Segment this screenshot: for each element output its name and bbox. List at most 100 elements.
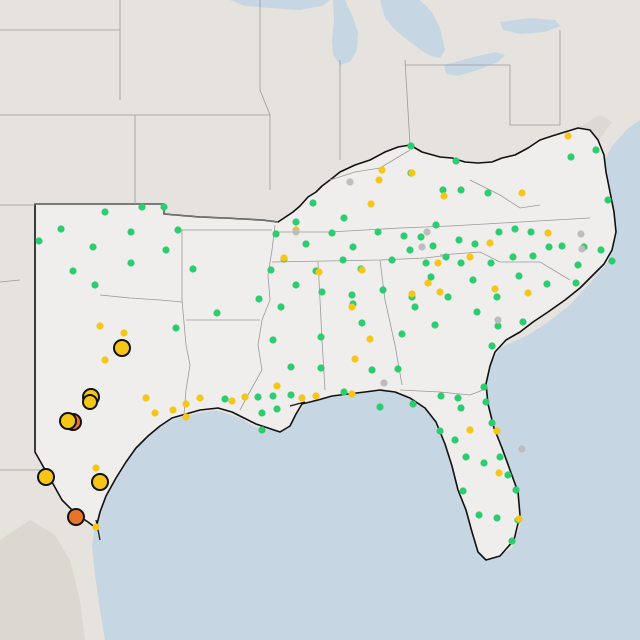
green-site-marker[interactable]: [452, 157, 460, 165]
yellow-site-marker[interactable]: [298, 394, 306, 402]
green-site-marker[interactable]: [172, 324, 180, 332]
yellow-site-marker[interactable]: [515, 515, 523, 523]
yellow-site-marker[interactable]: [169, 406, 177, 414]
yellow-site-marker[interactable]: [120, 329, 128, 337]
green-site-marker[interactable]: [437, 392, 445, 400]
yellow-site-marker[interactable]: [92, 464, 100, 472]
yellow-site-marker[interactable]: [491, 285, 499, 293]
yellow-event-marker[interactable]: [82, 394, 98, 410]
green-site-marker[interactable]: [515, 272, 523, 280]
green-site-marker[interactable]: [258, 409, 266, 417]
yellow-site-marker[interactable]: [495, 469, 503, 477]
green-site-marker[interactable]: [292, 218, 300, 226]
yellow-site-marker[interactable]: [151, 409, 159, 417]
green-site-marker[interactable]: [273, 405, 281, 413]
green-site-marker[interactable]: [340, 388, 348, 396]
green-site-marker[interactable]: [258, 426, 266, 434]
green-site-marker[interactable]: [459, 487, 467, 495]
green-site-marker[interactable]: [57, 225, 65, 233]
green-site-marker[interactable]: [309, 199, 317, 207]
green-site-marker[interactable]: [348, 291, 356, 299]
green-site-marker[interactable]: [254, 393, 262, 401]
gray-site-marker[interactable]: [518, 445, 526, 453]
yellow-site-marker[interactable]: [564, 132, 572, 140]
green-site-marker[interactable]: [160, 203, 168, 211]
green-site-marker[interactable]: [488, 342, 496, 350]
green-site-marker[interactable]: [292, 281, 300, 289]
green-site-marker[interactable]: [455, 236, 463, 244]
green-site-marker[interactable]: [567, 153, 575, 161]
yellow-site-marker[interactable]: [408, 169, 416, 177]
green-site-marker[interactable]: [475, 511, 483, 519]
green-site-marker[interactable]: [493, 514, 501, 522]
yellow-site-marker[interactable]: [228, 397, 236, 405]
yellow-site-marker[interactable]: [101, 356, 109, 364]
green-site-marker[interactable]: [509, 253, 517, 261]
yellow-site-marker[interactable]: [524, 289, 532, 297]
yellow-site-marker[interactable]: [182, 400, 190, 408]
yellow-event-marker[interactable]: [37, 468, 55, 486]
yellow-site-marker[interactable]: [466, 253, 474, 261]
green-site-marker[interactable]: [69, 267, 77, 275]
green-site-marker[interactable]: [545, 243, 553, 251]
gray-site-marker[interactable]: [380, 379, 388, 387]
green-site-marker[interactable]: [318, 288, 326, 296]
green-site-marker[interactable]: [349, 243, 357, 251]
green-site-marker[interactable]: [572, 279, 580, 287]
green-site-marker[interactable]: [512, 486, 520, 494]
yellow-site-marker[interactable]: [358, 266, 366, 274]
green-site-marker[interactable]: [444, 293, 452, 301]
green-site-marker[interactable]: [269, 336, 277, 344]
yellow-site-marker[interactable]: [366, 335, 374, 343]
yellow-site-marker[interactable]: [436, 288, 444, 296]
green-site-marker[interactable]: [221, 395, 229, 403]
green-site-marker[interactable]: [272, 230, 280, 238]
green-site-marker[interactable]: [454, 394, 462, 402]
green-site-marker[interactable]: [317, 333, 325, 341]
green-site-marker[interactable]: [482, 398, 490, 406]
yellow-site-marker[interactable]: [408, 290, 416, 298]
green-site-marker[interactable]: [432, 221, 440, 229]
yellow-site-marker[interactable]: [241, 393, 249, 401]
green-site-marker[interactable]: [558, 242, 566, 250]
yellow-site-marker[interactable]: [544, 229, 552, 237]
green-site-marker[interactable]: [494, 322, 502, 330]
yellow-site-marker[interactable]: [486, 239, 494, 247]
green-site-marker[interactable]: [411, 303, 419, 311]
green-site-marker[interactable]: [339, 256, 347, 264]
green-site-marker[interactable]: [493, 293, 501, 301]
yellow-site-marker[interactable]: [375, 176, 383, 184]
green-site-marker[interactable]: [480, 459, 488, 467]
green-site-marker[interactable]: [398, 330, 406, 338]
yellow-site-marker[interactable]: [440, 192, 448, 200]
yellow-event-marker[interactable]: [91, 473, 109, 491]
green-site-marker[interactable]: [442, 253, 450, 261]
green-site-marker[interactable]: [543, 280, 551, 288]
green-site-marker[interactable]: [287, 363, 295, 371]
green-site-marker[interactable]: [429, 242, 437, 250]
green-site-marker[interactable]: [388, 256, 396, 264]
green-site-marker[interactable]: [597, 246, 605, 254]
gray-site-marker[interactable]: [346, 178, 354, 186]
yellow-site-marker[interactable]: [367, 200, 375, 208]
green-site-marker[interactable]: [406, 246, 414, 254]
green-site-marker[interactable]: [379, 286, 387, 294]
green-site-marker[interactable]: [174, 226, 182, 234]
gray-site-marker[interactable]: [578, 245, 586, 253]
yellow-event-marker[interactable]: [113, 339, 131, 357]
green-site-marker[interactable]: [138, 203, 146, 211]
green-site-marker[interactable]: [127, 228, 135, 236]
green-site-marker[interactable]: [269, 392, 277, 400]
green-site-marker[interactable]: [527, 228, 535, 236]
green-site-marker[interactable]: [529, 252, 537, 260]
green-site-marker[interactable]: [473, 308, 481, 316]
green-site-marker[interactable]: [267, 266, 275, 274]
green-site-marker[interactable]: [457, 404, 465, 412]
green-site-marker[interactable]: [462, 453, 470, 461]
green-site-marker[interactable]: [287, 391, 295, 399]
yellow-site-marker[interactable]: [96, 322, 104, 330]
yellow-site-marker[interactable]: [280, 254, 288, 262]
green-site-marker[interactable]: [328, 229, 336, 237]
green-site-marker[interactable]: [604, 196, 612, 204]
green-site-marker[interactable]: [127, 259, 135, 267]
